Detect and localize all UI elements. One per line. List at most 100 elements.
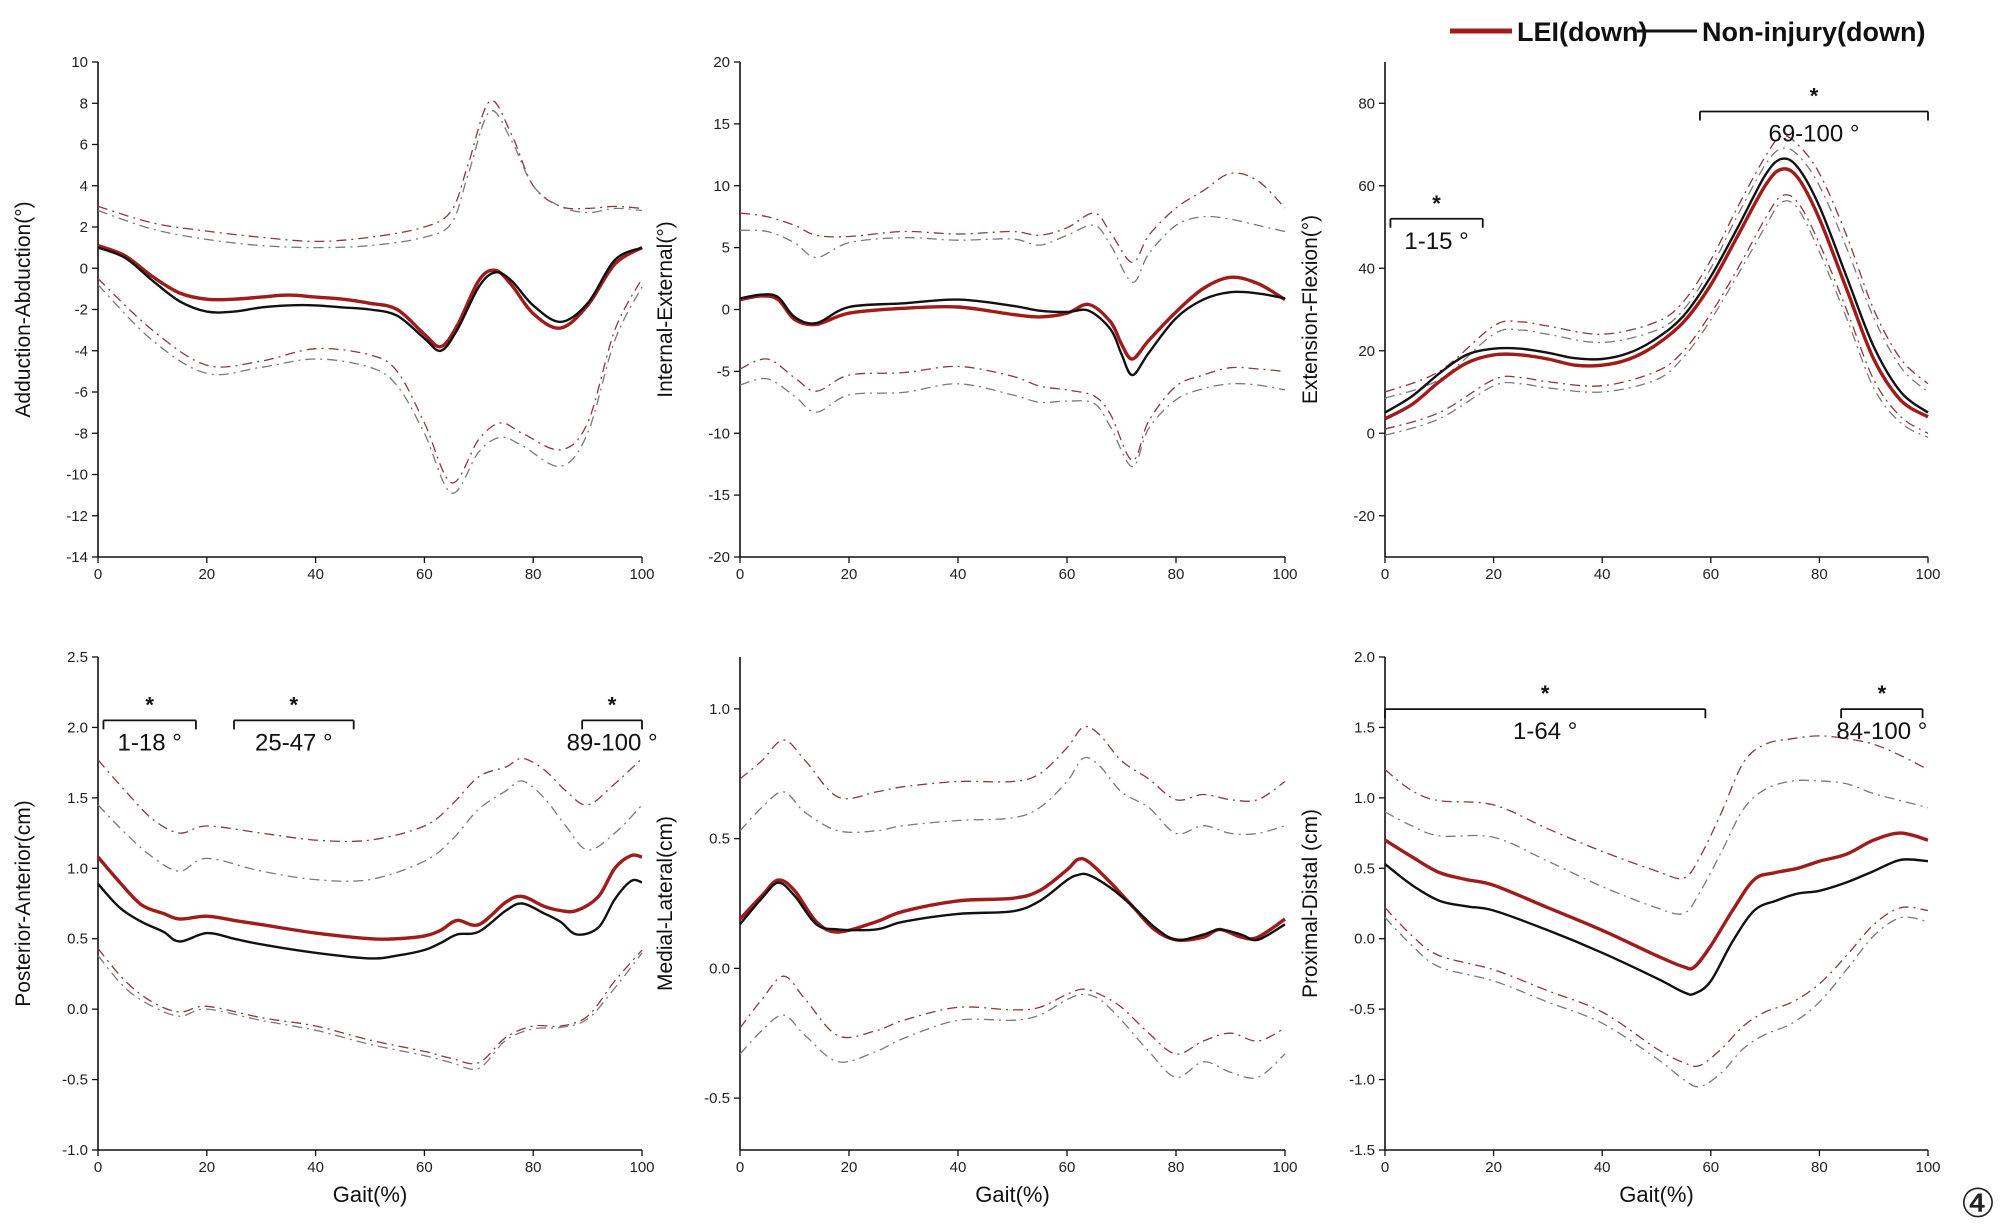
y-tick-label: 1.0 bbox=[1354, 790, 1375, 807]
significance-bracket: * 1-15 ° bbox=[1389, 191, 1484, 255]
y-tick-label: 60 bbox=[1358, 178, 1375, 195]
x-tick-label: 60 bbox=[416, 1159, 433, 1176]
significance-star: * bbox=[1541, 681, 1550, 706]
significance-range-label: 1-18 ° bbox=[118, 729, 182, 756]
x-tick-label: 0 bbox=[1381, 1159, 1389, 1176]
significance-bracket: * 89-100 ° bbox=[567, 692, 658, 756]
y-tick-label: 0 bbox=[722, 302, 730, 319]
y-tick-label: -4 bbox=[75, 343, 88, 360]
x-axis-label: Gait(%) bbox=[1619, 1182, 1694, 1207]
y-tick-label: 2.0 bbox=[67, 719, 88, 736]
series-line-noninjury-mean bbox=[1384, 157, 1929, 414]
y-tick-label: -0.5 bbox=[62, 1072, 88, 1089]
series-line-sd-bound bbox=[739, 358, 1286, 462]
x-tick-label: 60 bbox=[1059, 1159, 1076, 1176]
x-tick-label: 0 bbox=[94, 1159, 102, 1176]
x-tick-label: 0 bbox=[736, 1159, 744, 1176]
series-line-noninjury-mean bbox=[97, 878, 643, 960]
significance-star: * bbox=[1432, 191, 1441, 216]
series-line-lei-mean bbox=[97, 243, 643, 349]
significance-star: * bbox=[608, 692, 617, 717]
series-line-sd-bound bbox=[739, 377, 1286, 468]
y-axis-label: Medial-Lateral(cm) bbox=[654, 816, 677, 991]
series-line-noninjury-mean bbox=[739, 872, 1286, 942]
y-tick-label: -8 bbox=[75, 425, 88, 442]
significance-bracket: * 84-100 ° bbox=[1836, 681, 1927, 745]
series-line-lei-mean bbox=[738, 856, 1286, 942]
x-tick-label: 100 bbox=[1915, 1159, 1940, 1176]
y-axis-label: Internal-External(°) bbox=[654, 221, 677, 397]
y-tick-label: -6 bbox=[75, 384, 88, 401]
x-tick-label: 100 bbox=[1272, 566, 1297, 583]
y-tick-label: 0 bbox=[80, 260, 88, 277]
x-tick-label: 20 bbox=[841, 1159, 858, 1176]
significance-star: * bbox=[1810, 84, 1819, 109]
x-axis-label: Gait(%) bbox=[333, 1182, 408, 1207]
series-line-sd-bound bbox=[1384, 779, 1929, 915]
x-tick-label: 80 bbox=[1811, 566, 1828, 583]
x-tick-label: 0 bbox=[94, 566, 102, 583]
y-tick-label: -5 bbox=[717, 363, 730, 380]
x-tick-label: 60 bbox=[1059, 566, 1076, 583]
x-tick-label: 80 bbox=[1168, 1159, 1185, 1176]
y-tick-label: 10 bbox=[71, 54, 88, 71]
y-axis-label: Adduction-Abduction(°) bbox=[12, 201, 35, 417]
x-tick-label: 60 bbox=[416, 566, 433, 583]
x-tick-label: 80 bbox=[525, 566, 542, 583]
series-line-lei-mean bbox=[96, 853, 643, 941]
y-tick-label: 0 bbox=[1367, 425, 1375, 442]
x-tick-label: 40 bbox=[1594, 1159, 1611, 1176]
significance-range-label: 1-64 ° bbox=[1513, 718, 1577, 745]
y-tick-label: 0.0 bbox=[67, 1001, 88, 1018]
x-axis-label: Gait(%) bbox=[975, 1182, 1050, 1207]
x-tick-label: 20 bbox=[198, 1159, 215, 1176]
y-tick-label: -10 bbox=[66, 467, 88, 484]
y-tick-label: 20 bbox=[713, 54, 730, 71]
series-line-sd-bound bbox=[97, 952, 643, 1070]
y-tick-label: 0.5 bbox=[67, 931, 88, 948]
y-tick-label: -1.0 bbox=[1349, 1072, 1375, 1089]
y-tick-label: 2 bbox=[80, 219, 88, 236]
y-tick-label: -1.0 bbox=[62, 1142, 88, 1159]
x-tick-label: 0 bbox=[1381, 566, 1389, 583]
significance-star: * bbox=[1878, 681, 1887, 706]
x-tick-label: 20 bbox=[1485, 1159, 1502, 1176]
x-tick-label: 100 bbox=[1272, 1159, 1297, 1176]
series-line-sd-bound bbox=[97, 757, 643, 843]
y-tick-label: -0.5 bbox=[1349, 1001, 1375, 1018]
series-line-sd-bound bbox=[97, 278, 643, 484]
legend-label-noninjury: Non-injury(down) bbox=[1702, 17, 1925, 47]
series-line-noninjury-mean bbox=[739, 290, 1286, 377]
significance-range-label: 84-100 ° bbox=[1836, 718, 1927, 745]
series-line-sd-bound bbox=[97, 780, 643, 882]
series-line-lei-mean bbox=[1384, 167, 1929, 421]
series-line-sd-bound bbox=[739, 172, 1286, 264]
significance-bracket: * 69-100 ° bbox=[1699, 84, 1929, 148]
significance-range-label: 25-47 ° bbox=[255, 729, 333, 756]
series-line-sd-bound bbox=[1384, 916, 1929, 1088]
y-axis-label: Extension-Flexion(°) bbox=[1299, 215, 1322, 404]
series-line-sd-bound bbox=[739, 725, 1286, 802]
y-tick-label: 1.5 bbox=[1354, 719, 1375, 736]
y-tick-label: 15 bbox=[713, 116, 730, 133]
series-line-sd-bound bbox=[739, 993, 1286, 1079]
y-tick-label: -15 bbox=[708, 487, 730, 504]
significance-range-label: 69-100 ° bbox=[1768, 121, 1859, 148]
legend: LEI(down) Non-injury(down) bbox=[1450, 17, 1925, 47]
x-tick-label: 40 bbox=[950, 1159, 967, 1176]
series-line-noninjury-mean bbox=[1384, 858, 1929, 996]
y-tick-label: 0.0 bbox=[709, 960, 730, 977]
figure-label: ④ bbox=[1960, 1181, 1996, 1227]
y-tick-label: -1.5 bbox=[1349, 1142, 1375, 1159]
x-tick-label: 100 bbox=[629, 1159, 654, 1176]
y-tick-label: -14 bbox=[66, 549, 88, 566]
y-tick-label: 6 bbox=[80, 137, 88, 154]
chart-panel-2: -20 -15 -10 -5 0 5 10 15 20 0 20 40 60 80 100 Internal-… bbox=[654, 54, 1298, 583]
series-line-sd-bound bbox=[1384, 200, 1929, 438]
x-tick-label: 60 bbox=[1702, 1159, 1719, 1176]
series-line-sd-bound bbox=[97, 948, 643, 1065]
y-tick-label: 4 bbox=[80, 178, 88, 195]
significance-range-label: 1-15 ° bbox=[1404, 228, 1468, 255]
series-line-lei-mean bbox=[1384, 831, 1929, 971]
